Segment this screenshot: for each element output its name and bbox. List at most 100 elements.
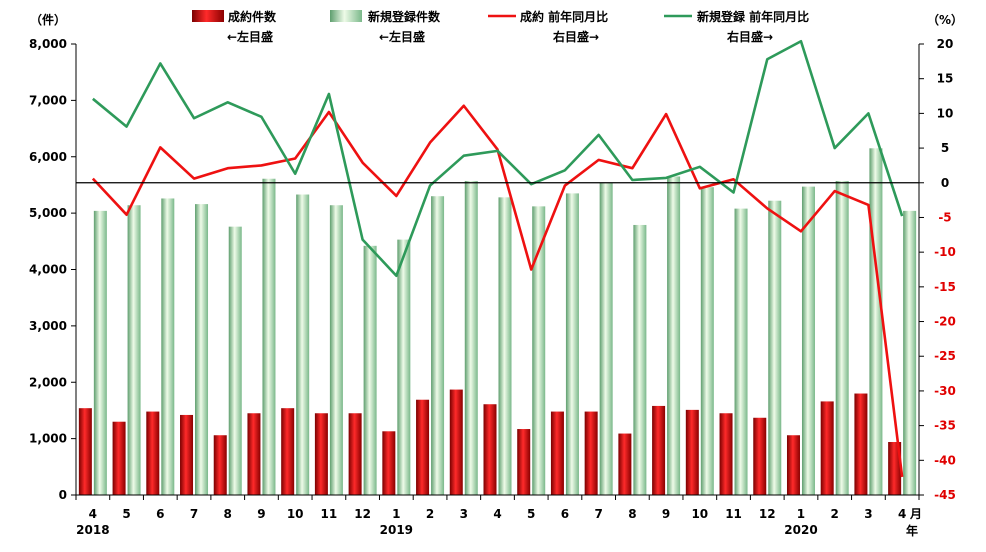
left-tick-label: 3,000: [29, 319, 67, 333]
bar-contracts-4: [213, 435, 227, 495]
left-axis-unit: （件）: [30, 12, 66, 27]
right-tick-label: -20: [934, 315, 956, 329]
bar-contracts-6: [281, 408, 295, 495]
bar-contracts-2: [146, 411, 160, 495]
left-tick-label: 8,000: [29, 37, 67, 51]
right-tick-label: 20: [937, 37, 954, 51]
legend-sublabel-contracts: ←左目盛: [227, 29, 273, 44]
bar-new-listings-7: [329, 205, 343, 496]
x-tick-label: 6: [156, 507, 164, 521]
bar-new-listings-22: [835, 180, 849, 495]
x-tick-label: 10: [287, 507, 304, 521]
bar-new-listings-24: [903, 210, 917, 495]
x-tick-label: 5: [527, 507, 535, 521]
bar-contracts-16: [618, 433, 632, 495]
bars-layer: [78, 148, 917, 496]
right-tick-label: 5: [941, 141, 949, 155]
right-tick-label: -30: [934, 384, 956, 398]
x-tick-label: 3: [864, 507, 872, 521]
bar-contracts-12: [483, 404, 497, 495]
bar-contracts-7: [314, 413, 328, 495]
bar-contracts-5: [247, 413, 261, 495]
bar-new-listings-11: [464, 180, 478, 495]
bar-new-listings-13: [532, 206, 546, 496]
bar-contracts-10: [416, 399, 430, 495]
bar-contracts-22: [820, 401, 834, 495]
x-tick-label: 5: [122, 507, 130, 521]
right-tick-label: -35: [934, 419, 956, 433]
legend-label-new-listings: 新規登録件数: [368, 9, 441, 24]
x-tick-label: 4: [89, 507, 97, 521]
x-tick-label: 4: [493, 507, 501, 521]
bar-new-listings-19: [734, 208, 748, 496]
bar-new-listings-16: [633, 224, 647, 495]
bar-new-listings-17: [667, 176, 681, 495]
right-tick-label: -5: [938, 210, 951, 224]
x-tick-label: 2: [831, 507, 839, 521]
x-axis-unit-month: 月: [909, 507, 922, 521]
x-tick-label: 1: [797, 507, 805, 521]
line-contracts-yoy: [91, 104, 904, 478]
left-tick-label: 0: [59, 488, 67, 502]
bar-new-listings-12: [498, 197, 512, 495]
left-tick-label: 6,000: [29, 150, 67, 164]
bar-new-listings-4: [228, 226, 242, 495]
legend-label-contracts-yoy: 成約 前年同月比: [520, 9, 608, 24]
x-year-label: 2019: [380, 523, 413, 537]
bar-contracts-21: [786, 435, 800, 495]
legend-sublabel-contracts-yoy: 右目盛→: [552, 29, 599, 44]
bar-contracts-3: [180, 414, 194, 495]
bar-contracts-9: [382, 431, 396, 495]
bar-new-listings-2: [161, 198, 175, 495]
x-tick-label: 12: [759, 507, 776, 521]
bar-contracts-15: [584, 411, 598, 495]
bar-new-listings-6: [296, 194, 310, 496]
legend-label-contracts: 成約件数: [228, 9, 277, 24]
x-tick-label: 10: [691, 507, 708, 521]
right-tick-label: 15: [937, 72, 954, 86]
x-tick-label: 1: [392, 507, 400, 521]
x-tick-label: 11: [321, 507, 338, 521]
bar-new-listings-15: [599, 182, 613, 495]
right-tick-label: -45: [934, 488, 956, 502]
x-tick-label: 7: [594, 507, 602, 521]
bar-contracts-1: [112, 421, 126, 495]
x-year-label: 2020: [784, 523, 817, 537]
bar-new-listings-10: [431, 196, 445, 495]
x-tick-label: 7: [190, 507, 198, 521]
bar-new-listings-14: [565, 193, 579, 496]
x-tick-label: 2: [426, 507, 434, 521]
x-year-label: 2018: [76, 523, 109, 537]
legend-sublabel-new-listings: ←左目盛: [379, 29, 425, 44]
bar-contracts-23: [854, 393, 868, 495]
bar-contracts-19: [719, 413, 733, 495]
bar-contracts-8: [348, 413, 362, 495]
x-tick-label: 8: [224, 507, 232, 521]
right-tick-label: -25: [934, 349, 956, 363]
legend-sublabel-new-listings-yoy: 右目盛→: [726, 29, 773, 44]
left-tick-label: 7,000: [29, 93, 67, 107]
left-tick-label: 5,000: [29, 206, 67, 220]
x-axis-unit-year: 年: [906, 523, 918, 538]
x-tick-label: 9: [257, 507, 265, 521]
bar-new-listings-0: [93, 210, 107, 495]
legend-label-new-listings-yoy: 新規登録 前年同月比: [697, 9, 809, 24]
bar-contracts-14: [550, 411, 564, 495]
bar-contracts-11: [449, 389, 463, 495]
left-tick-label: 1,000: [29, 432, 67, 446]
bar-contracts-18: [685, 409, 699, 495]
x-tick-label: 12: [354, 507, 371, 521]
x-tick-label: 9: [662, 507, 670, 521]
legend-swatch-new-listings: [330, 10, 362, 22]
x-tick-label: 6: [561, 507, 569, 521]
bar-new-listings-21: [801, 186, 815, 495]
right-tick-label: -40: [934, 453, 956, 467]
bar-contracts-17: [652, 405, 666, 495]
bar-new-listings-23: [869, 148, 883, 495]
x-tick-label: 4: [898, 507, 906, 521]
right-tick-label: 10: [937, 106, 954, 120]
bar-contracts-13: [517, 429, 531, 495]
left-tick-label: 2,000: [29, 375, 67, 389]
bar-contracts-0: [78, 408, 92, 495]
